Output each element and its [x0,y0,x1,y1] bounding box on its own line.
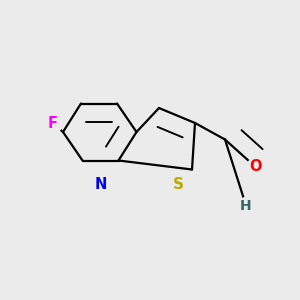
Text: N: N [94,177,107,192]
Text: F: F [47,116,58,130]
Text: S: S [173,177,184,192]
Text: H: H [240,199,252,212]
Text: O: O [249,159,261,174]
